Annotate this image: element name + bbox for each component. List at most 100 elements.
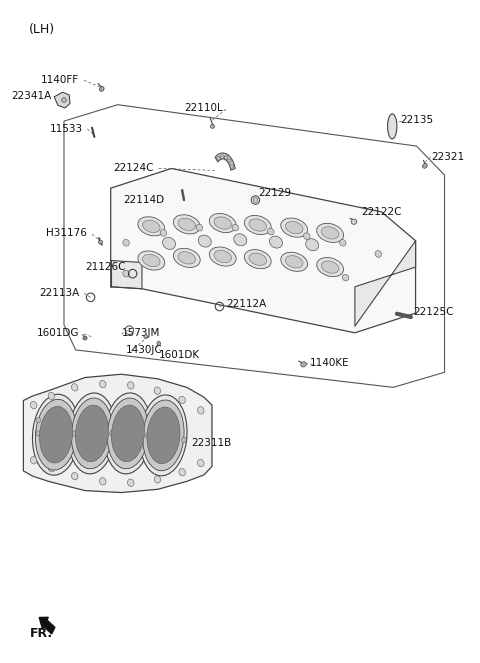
- FancyArrow shape: [39, 617, 55, 634]
- Ellipse shape: [48, 465, 55, 472]
- Ellipse shape: [36, 418, 41, 423]
- Ellipse shape: [143, 255, 160, 267]
- Ellipse shape: [98, 240, 103, 244]
- Ellipse shape: [110, 431, 114, 436]
- Ellipse shape: [179, 469, 185, 476]
- Ellipse shape: [220, 154, 224, 158]
- Polygon shape: [54, 92, 70, 108]
- Ellipse shape: [179, 396, 185, 404]
- Text: 22124C: 22124C: [114, 164, 154, 174]
- Polygon shape: [111, 261, 142, 289]
- Ellipse shape: [163, 237, 176, 249]
- Ellipse shape: [267, 228, 274, 235]
- Ellipse shape: [99, 381, 106, 388]
- Ellipse shape: [144, 335, 147, 339]
- Ellipse shape: [61, 97, 66, 102]
- Ellipse shape: [244, 215, 271, 235]
- Ellipse shape: [104, 393, 152, 474]
- Ellipse shape: [36, 431, 41, 436]
- Text: 22110L: 22110L: [185, 103, 224, 113]
- Text: 22321: 22321: [432, 152, 465, 162]
- Text: 1573JM: 1573JM: [121, 328, 160, 338]
- Ellipse shape: [72, 398, 113, 469]
- Ellipse shape: [251, 196, 260, 204]
- Ellipse shape: [214, 251, 231, 263]
- Ellipse shape: [281, 252, 308, 271]
- Ellipse shape: [317, 223, 344, 243]
- Ellipse shape: [321, 261, 339, 273]
- Ellipse shape: [123, 239, 129, 246]
- Ellipse shape: [339, 239, 346, 246]
- Text: 1140FF: 1140FF: [41, 76, 79, 86]
- Ellipse shape: [72, 473, 78, 480]
- Polygon shape: [111, 168, 416, 333]
- Ellipse shape: [321, 227, 339, 239]
- Ellipse shape: [301, 362, 306, 367]
- Ellipse shape: [387, 114, 397, 139]
- Ellipse shape: [75, 405, 108, 461]
- Polygon shape: [24, 374, 212, 493]
- Text: FR.: FR.: [30, 627, 53, 640]
- Ellipse shape: [232, 224, 239, 231]
- Ellipse shape: [286, 256, 303, 268]
- Ellipse shape: [198, 406, 204, 414]
- Ellipse shape: [244, 249, 271, 269]
- Ellipse shape: [375, 251, 382, 257]
- Ellipse shape: [160, 229, 167, 236]
- Text: 1140KE: 1140KE: [310, 358, 350, 368]
- Text: 22135: 22135: [400, 115, 433, 125]
- Ellipse shape: [422, 164, 427, 168]
- Ellipse shape: [143, 220, 160, 233]
- Ellipse shape: [228, 159, 231, 163]
- Ellipse shape: [281, 218, 308, 237]
- Ellipse shape: [173, 249, 200, 267]
- Ellipse shape: [99, 478, 106, 485]
- Ellipse shape: [173, 215, 200, 234]
- Text: 11533: 11533: [49, 124, 83, 134]
- Ellipse shape: [216, 156, 220, 160]
- Ellipse shape: [68, 393, 116, 474]
- Text: 1601DG: 1601DG: [37, 328, 79, 338]
- Ellipse shape: [306, 239, 319, 251]
- Ellipse shape: [108, 398, 149, 469]
- Ellipse shape: [99, 87, 104, 91]
- Ellipse shape: [198, 459, 204, 467]
- Ellipse shape: [30, 402, 37, 409]
- Ellipse shape: [147, 407, 180, 463]
- Ellipse shape: [317, 257, 344, 276]
- Ellipse shape: [154, 387, 161, 394]
- Ellipse shape: [30, 457, 37, 464]
- Ellipse shape: [39, 406, 72, 463]
- Ellipse shape: [128, 479, 134, 487]
- Ellipse shape: [198, 235, 211, 247]
- Text: 22114D: 22114D: [123, 195, 164, 205]
- Ellipse shape: [72, 384, 78, 391]
- Ellipse shape: [72, 431, 77, 436]
- Ellipse shape: [178, 252, 195, 264]
- Text: 22129: 22129: [258, 188, 291, 198]
- Ellipse shape: [154, 476, 161, 483]
- Polygon shape: [215, 153, 235, 170]
- Text: 22113A: 22113A: [39, 288, 79, 298]
- Ellipse shape: [209, 247, 236, 266]
- Ellipse shape: [303, 233, 310, 239]
- Ellipse shape: [128, 382, 134, 389]
- Text: 22112A: 22112A: [226, 299, 266, 309]
- Ellipse shape: [48, 392, 55, 400]
- Ellipse shape: [140, 395, 187, 476]
- Text: 1601DK: 1601DK: [159, 349, 200, 359]
- Ellipse shape: [111, 405, 144, 461]
- Ellipse shape: [351, 219, 357, 224]
- Text: 22311B: 22311B: [192, 438, 232, 448]
- Ellipse shape: [214, 217, 231, 229]
- Text: 1430JC: 1430JC: [126, 345, 163, 355]
- Ellipse shape: [196, 224, 203, 231]
- Text: 22341A: 22341A: [11, 91, 51, 101]
- Ellipse shape: [138, 251, 165, 270]
- Ellipse shape: [269, 236, 282, 248]
- Ellipse shape: [209, 213, 236, 233]
- Text: 22122C: 22122C: [361, 207, 402, 217]
- Ellipse shape: [123, 271, 129, 277]
- Ellipse shape: [286, 221, 303, 234]
- Ellipse shape: [249, 219, 266, 231]
